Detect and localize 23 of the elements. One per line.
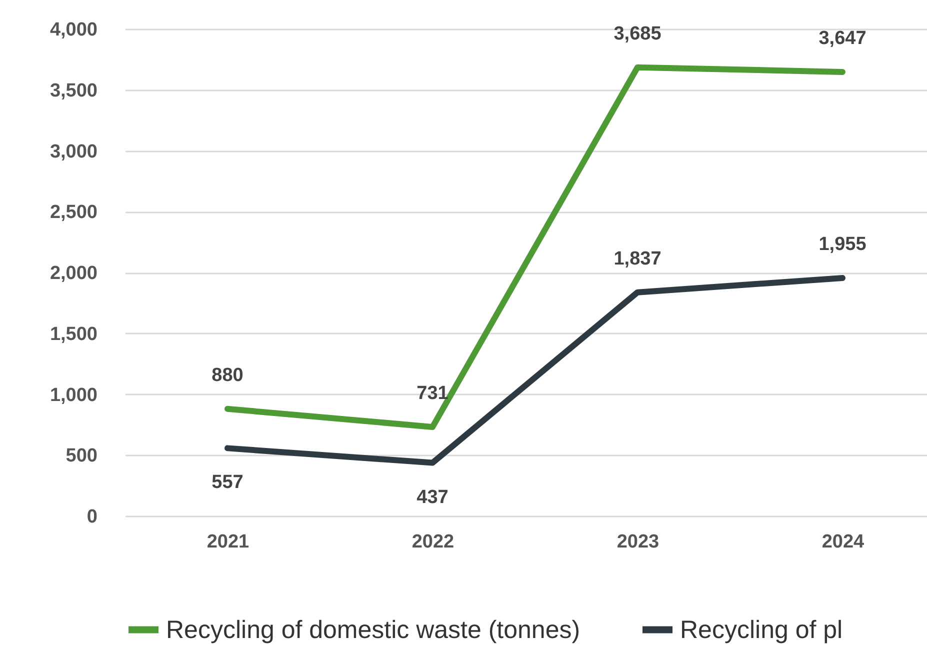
- data-label: 557: [212, 472, 244, 494]
- x-tick-label: 2023: [616, 532, 660, 552]
- y-tick-label: 1,500: [50, 324, 98, 345]
- y-tick-label: 500: [66, 446, 98, 467]
- data-label: 731: [416, 383, 449, 404]
- data-label: 3,685: [614, 23, 662, 44]
- x-tick-label: 2024: [822, 532, 865, 552]
- y-tick-label: 4,000: [50, 20, 98, 40]
- x-tick-label: 2022: [412, 532, 454, 552]
- y-tick-label: 3,000: [50, 141, 98, 162]
- y-tick-label: 2,000: [50, 263, 98, 284]
- x-tick-label: 2021: [206, 532, 250, 552]
- y-tick-label: 3,500: [50, 80, 98, 102]
- data-label: 1,837: [614, 248, 662, 270]
- data-label: 3,647: [818, 28, 866, 49]
- y-tick-label: 2,500: [50, 202, 98, 224]
- data-label: 1,955: [818, 234, 867, 255]
- y-tick-label: 1,000: [50, 384, 98, 406]
- data-label: 880: [212, 364, 244, 386]
- y-tick-label: 0: [86, 506, 98, 528]
- legend-label: Recycling of domestic waste (tonnes): [166, 616, 580, 644]
- data-label: 437: [416, 486, 448, 508]
- legend-label: Recycling of pl: [680, 616, 843, 644]
